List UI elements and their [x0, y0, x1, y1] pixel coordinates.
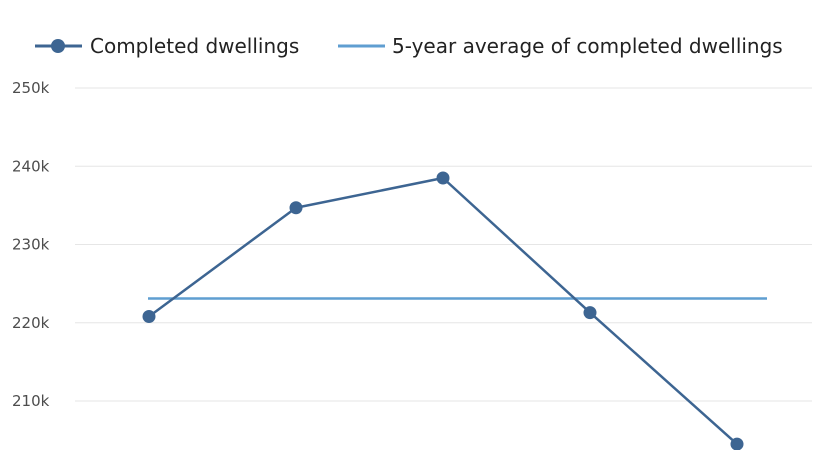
series-line-completed-dwellings: [148, 176, 738, 446]
legend-label-completed-dwellings: Completed dwellings: [90, 34, 299, 58]
legend-item-5-year-average[interactable]: 5-year average of completed dwellings: [338, 34, 783, 58]
y-tick-label: 210k: [12, 392, 50, 410]
y-tick-label: 230k: [12, 236, 50, 254]
legend[interactable]: Completed dwellings 5-year average of co…: [35, 34, 783, 58]
series-layer: [142, 171, 767, 450]
legend-item-completed-dwellings[interactable]: Completed dwellings: [35, 34, 299, 58]
data-point-completed-dwellings: [730, 437, 744, 450]
data-point-completed-dwellings: [289, 201, 303, 215]
data-point-completed-dwellings: [583, 306, 597, 320]
gridlines: [75, 87, 812, 402]
y-axis: 210k 220k 230k 240k 250k: [12, 79, 50, 410]
data-point-completed-dwellings: [436, 171, 450, 185]
data-point-completed-dwellings: [142, 310, 156, 324]
legend-label-5-year-average: 5-year average of completed dwellings: [392, 34, 783, 58]
legend-marker-completed-dwellings: [51, 39, 65, 53]
y-tick-label: 250k: [12, 79, 50, 97]
y-tick-label: 240k: [12, 157, 50, 175]
y-tick-label: 220k: [12, 314, 50, 332]
